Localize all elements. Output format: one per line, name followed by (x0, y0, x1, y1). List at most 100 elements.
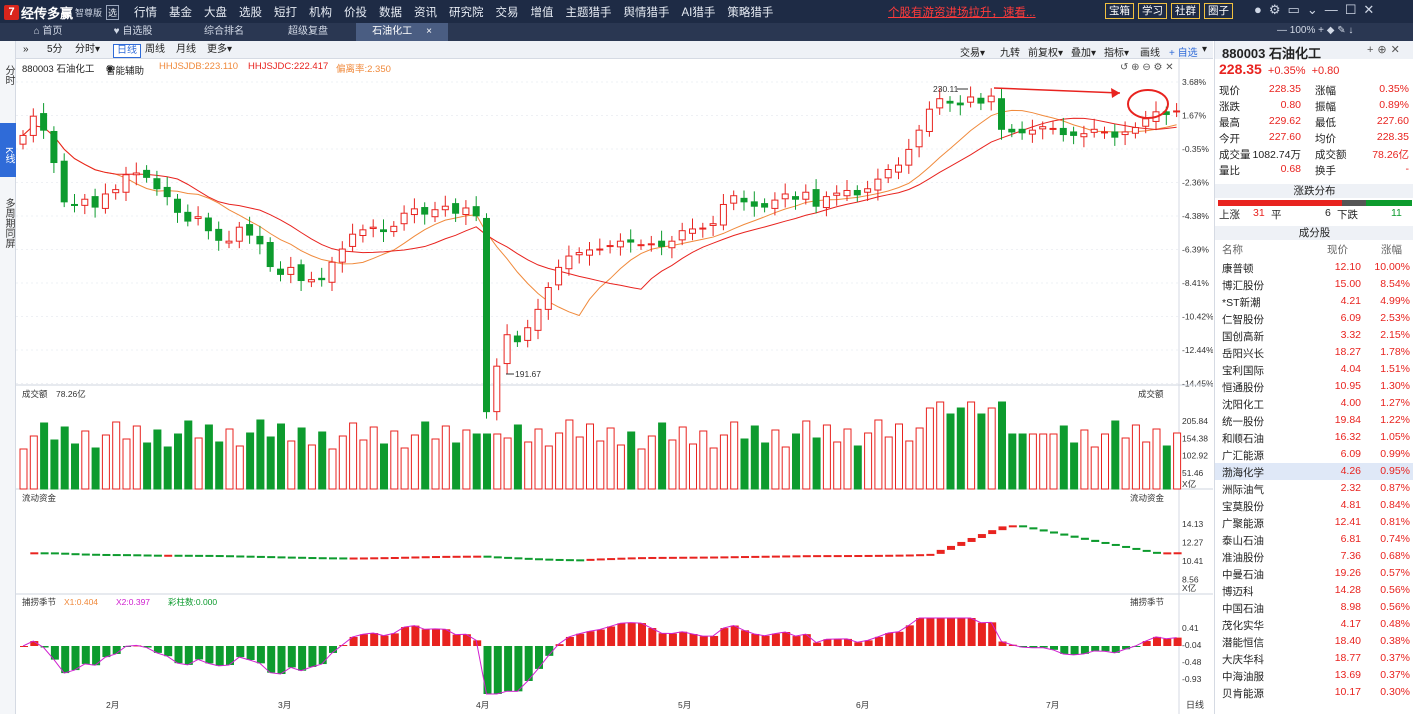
close-tab-icon[interactable]: × (426, 26, 432, 37)
volume-bar (215, 441, 224, 490)
add-watchlist-button[interactable]: + 自选 (1169, 48, 1198, 59)
fund-segment (689, 556, 698, 559)
indicator-bar (452, 634, 461, 646)
constituent-row[interactable]: 博汇股份 15.00 8.54% (1215, 276, 1413, 293)
chart-pane-icons[interactable]: ↺ ⊕ ⊖ ⚙ ✕ (1120, 62, 1174, 73)
constituent-cell: 0.37% (1380, 652, 1410, 664)
indicator-bar (143, 646, 152, 648)
candle (925, 101, 933, 137)
menu-item[interactable]: 行情 (134, 7, 157, 19)
candle (153, 170, 161, 196)
draw-button[interactable]: 画线 (1140, 48, 1160, 59)
volume-bar (1162, 445, 1171, 490)
constituent-row[interactable]: 恒通股份 10.95 1.30% (1215, 378, 1413, 395)
vol-right-label: 成交额 (1138, 389, 1164, 399)
menu-item[interactable]: 数据 (379, 7, 402, 19)
constituent-row[interactable]: 国创高新 3.32 2.15% (1215, 327, 1413, 344)
constituent-row[interactable]: 康普顿 12.10 10.00% (1215, 259, 1413, 276)
menu-item[interactable]: 交易 (495, 7, 519, 19)
menu-item[interactable]: 价投 (344, 7, 367, 19)
menu-item[interactable]: 主题猎手 (565, 7, 612, 19)
constituent-row[interactable]: 统一股份 19.84 1.22% (1215, 412, 1413, 429)
menu-item[interactable]: 资讯 (414, 7, 437, 19)
adjust-menu[interactable]: 前复权▾ (1028, 48, 1064, 59)
constituent-row[interactable]: 大庆华科 18.77 0.37% (1215, 650, 1413, 667)
maximize-icon[interactable]: ☐ (1344, 2, 1357, 17)
gear-icon[interactable]: ⚙ (1268, 2, 1281, 17)
news-marquee-link[interactable]: 个股有游资进场拉升，速看... (888, 7, 1036, 19)
minimize-icon[interactable]: — (1324, 2, 1338, 17)
overlay-menu[interactable]: 叠加▾ (1071, 48, 1097, 59)
top-button[interactable]: 圈子 (1204, 3, 1233, 19)
constituent-row[interactable]: 广聚能源 12.41 0.81% (1215, 514, 1413, 531)
candle (915, 124, 923, 158)
menu-item[interactable]: 选股 (239, 7, 262, 19)
menu-item[interactable]: 增值 (530, 7, 554, 19)
constituent-row[interactable]: 宝莫股份 4.81 0.84% (1215, 497, 1413, 514)
constituent-row[interactable]: 中海油服 13.69 0.37% (1215, 667, 1413, 684)
menu-item[interactable]: 研究院 (449, 7, 484, 19)
period-5min[interactable]: 5分 (47, 44, 63, 55)
app-logo[interactable]: 7 经传多赢 智尊版 选 (4, 3, 120, 22)
constituent-row[interactable]: 岳阳兴长 18.27 1.78% (1215, 344, 1413, 361)
top-button[interactable]: 社群 (1171, 3, 1200, 19)
quote-header-icons[interactable]: +⊕✕ (1367, 44, 1404, 56)
tab-petrochem[interactable]: 石油化工 × (356, 23, 448, 41)
constituent-row[interactable]: 宝利国际 4.04 1.51% (1215, 361, 1413, 378)
zoom-controls[interactable]: — 100% + ◆ ✎ ↓ (1277, 25, 1354, 36)
tab-review[interactable]: 超级复盘 (278, 23, 338, 41)
rail-multi-period[interactable]: 多周期同屏 (3, 198, 14, 248)
trade-menu[interactable]: 交易▾ (960, 48, 986, 59)
period-daily[interactable]: 日线 (113, 44, 141, 58)
constituent-row[interactable]: 茂化实华 4.17 0.48% (1215, 616, 1413, 633)
constituent-row[interactable]: 渤海化学 4.26 0.95% (1215, 463, 1413, 480)
constituent-row[interactable]: 贝肯能源 10.17 0.30% (1215, 684, 1413, 701)
constituent-row[interactable]: 博迈科 14.28 0.56% (1215, 582, 1413, 599)
menu-item[interactable]: 机构 (309, 7, 332, 19)
constituent-row[interactable]: 泰山石油 6.81 0.74% (1215, 531, 1413, 548)
constituent-row[interactable]: 仁智股份 6.09 2.53% (1215, 310, 1413, 327)
toolbar-more[interactable]: ▾ (1202, 44, 1208, 55)
period-monthly[interactable]: 月线 (176, 44, 196, 55)
rail-timeshare[interactable]: 分时 (3, 65, 14, 85)
indicator-menu[interactable]: 指标▾ (1104, 48, 1130, 59)
rail-kline[interactable]: K线 (0, 123, 16, 177)
tab-watchlist[interactable]: ♥ 自选股 (103, 23, 163, 41)
close-icon[interactable]: ✕ (1363, 2, 1375, 17)
constituent-row[interactable]: 和顺石油 16.32 1.05% (1215, 429, 1413, 446)
period-weekly[interactable]: 周线 (145, 44, 165, 55)
tab-ranking[interactable]: 综合排名 (194, 23, 254, 41)
constituent-row[interactable]: 中国石油 8.98 0.56% (1215, 599, 1413, 616)
indicator-bar (401, 627, 410, 646)
menu-item[interactable]: 舆情猎手 (623, 7, 670, 19)
period-more[interactable]: 更多▾ (207, 44, 233, 55)
user-icon[interactable]: ● (1254, 2, 1262, 17)
tab-home[interactable]: ⌂ 首页 (22, 23, 74, 41)
menu-item[interactable]: AI猎手 (681, 7, 716, 19)
nine-turn-button[interactable]: 九转 (1000, 48, 1020, 59)
expand-nav-button[interactable]: » (23, 44, 29, 55)
constituent-row[interactable]: 沈阳化工 4.00 1.27% (1215, 395, 1413, 412)
constituent-row[interactable]: 准油股份 7.36 0.68% (1215, 548, 1413, 565)
constituent-row[interactable]: 洲际油气 2.32 0.87% (1215, 480, 1413, 497)
kline-chart[interactable]: 3.68% 1.67% -0.35% -2.36% -4.38% -6.39% -8.41%… (16, 59, 1213, 714)
constituent-row[interactable]: *ST新潮 4.21 4.99% (1215, 293, 1413, 310)
fund-segment (720, 556, 729, 559)
constituent-row[interactable]: 广汇能源 6.09 0.99% (1215, 446, 1413, 463)
top-button[interactable]: 宝箱 (1105, 3, 1134, 19)
constituent-row[interactable]: 中曼石油 19.26 0.57% (1215, 565, 1413, 582)
fund-segment (401, 556, 410, 559)
window-icon[interactable]: ▭ (1287, 2, 1300, 17)
menu-item[interactable]: 短打 (274, 7, 297, 19)
chevron-down-icon[interactable]: ⌄ (1306, 2, 1318, 17)
candle (812, 179, 820, 214)
candle (1018, 121, 1026, 140)
menu-item[interactable]: 策略猎手 (727, 7, 774, 19)
indicator-line (22, 617, 1177, 695)
menu-item[interactable]: 基金 (169, 7, 192, 19)
top-button[interactable]: 学习 (1138, 3, 1167, 19)
menu-item[interactable]: 大盘 (204, 7, 227, 19)
period-minute[interactable]: 分时▾ (75, 44, 101, 55)
quote-cell: 今开 (1219, 133, 1240, 145)
constituent-row[interactable]: 潜能恒信 18.40 0.38% (1215, 633, 1413, 650)
